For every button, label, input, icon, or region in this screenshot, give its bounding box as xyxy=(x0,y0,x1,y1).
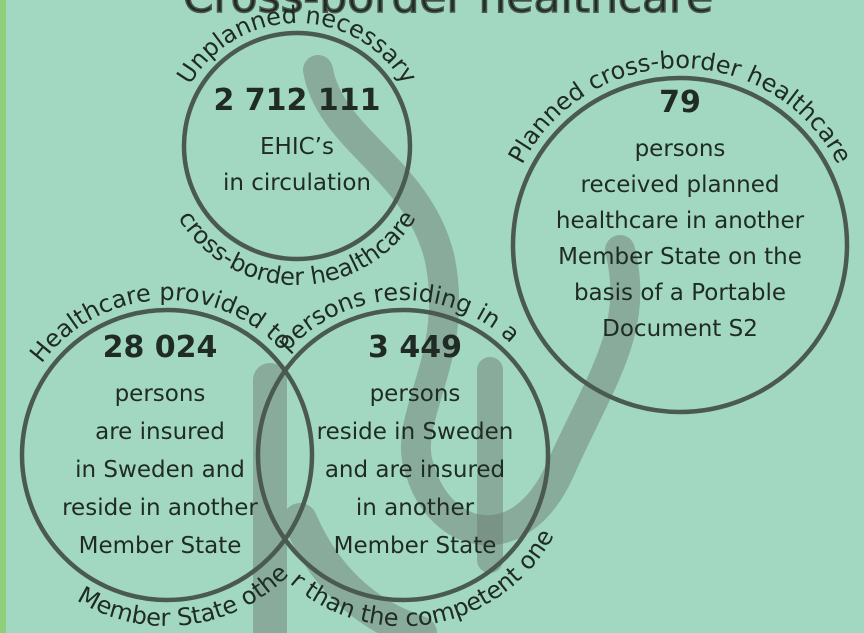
description-line: persons xyxy=(115,381,206,407)
figure: 79 xyxy=(659,85,701,120)
description-line: healthcare in another xyxy=(556,208,805,234)
description-line: Member State on the xyxy=(558,244,802,270)
left-strip xyxy=(0,0,6,633)
description-line: persons xyxy=(635,136,726,162)
description-line: Member State xyxy=(79,533,242,559)
description-line: in circulation xyxy=(223,170,371,196)
description-line: reside in another xyxy=(62,495,258,521)
infographic: Cross-border healthcare Unplanned necess… xyxy=(0,0,864,633)
description-line: reside in Sweden xyxy=(317,419,514,445)
figure: 28 024 xyxy=(103,330,218,365)
description-line: basis of a Portable xyxy=(574,280,786,306)
description-line: are insured xyxy=(95,419,225,445)
description-line: received planned xyxy=(581,172,780,198)
description-line: persons xyxy=(370,381,461,407)
description-line: in another xyxy=(356,495,475,521)
description-line: Document S2 xyxy=(602,316,758,342)
description-line: Member State xyxy=(334,533,497,559)
description-line: EHIC’s xyxy=(260,134,334,160)
figure: 3 449 xyxy=(368,330,462,365)
description-line: and are insured xyxy=(325,457,505,483)
page: Cross-border healthcare Unplanned necess… xyxy=(0,0,864,633)
description-line: in Sweden and xyxy=(75,457,245,483)
figure: 2 712 111 xyxy=(213,83,380,118)
